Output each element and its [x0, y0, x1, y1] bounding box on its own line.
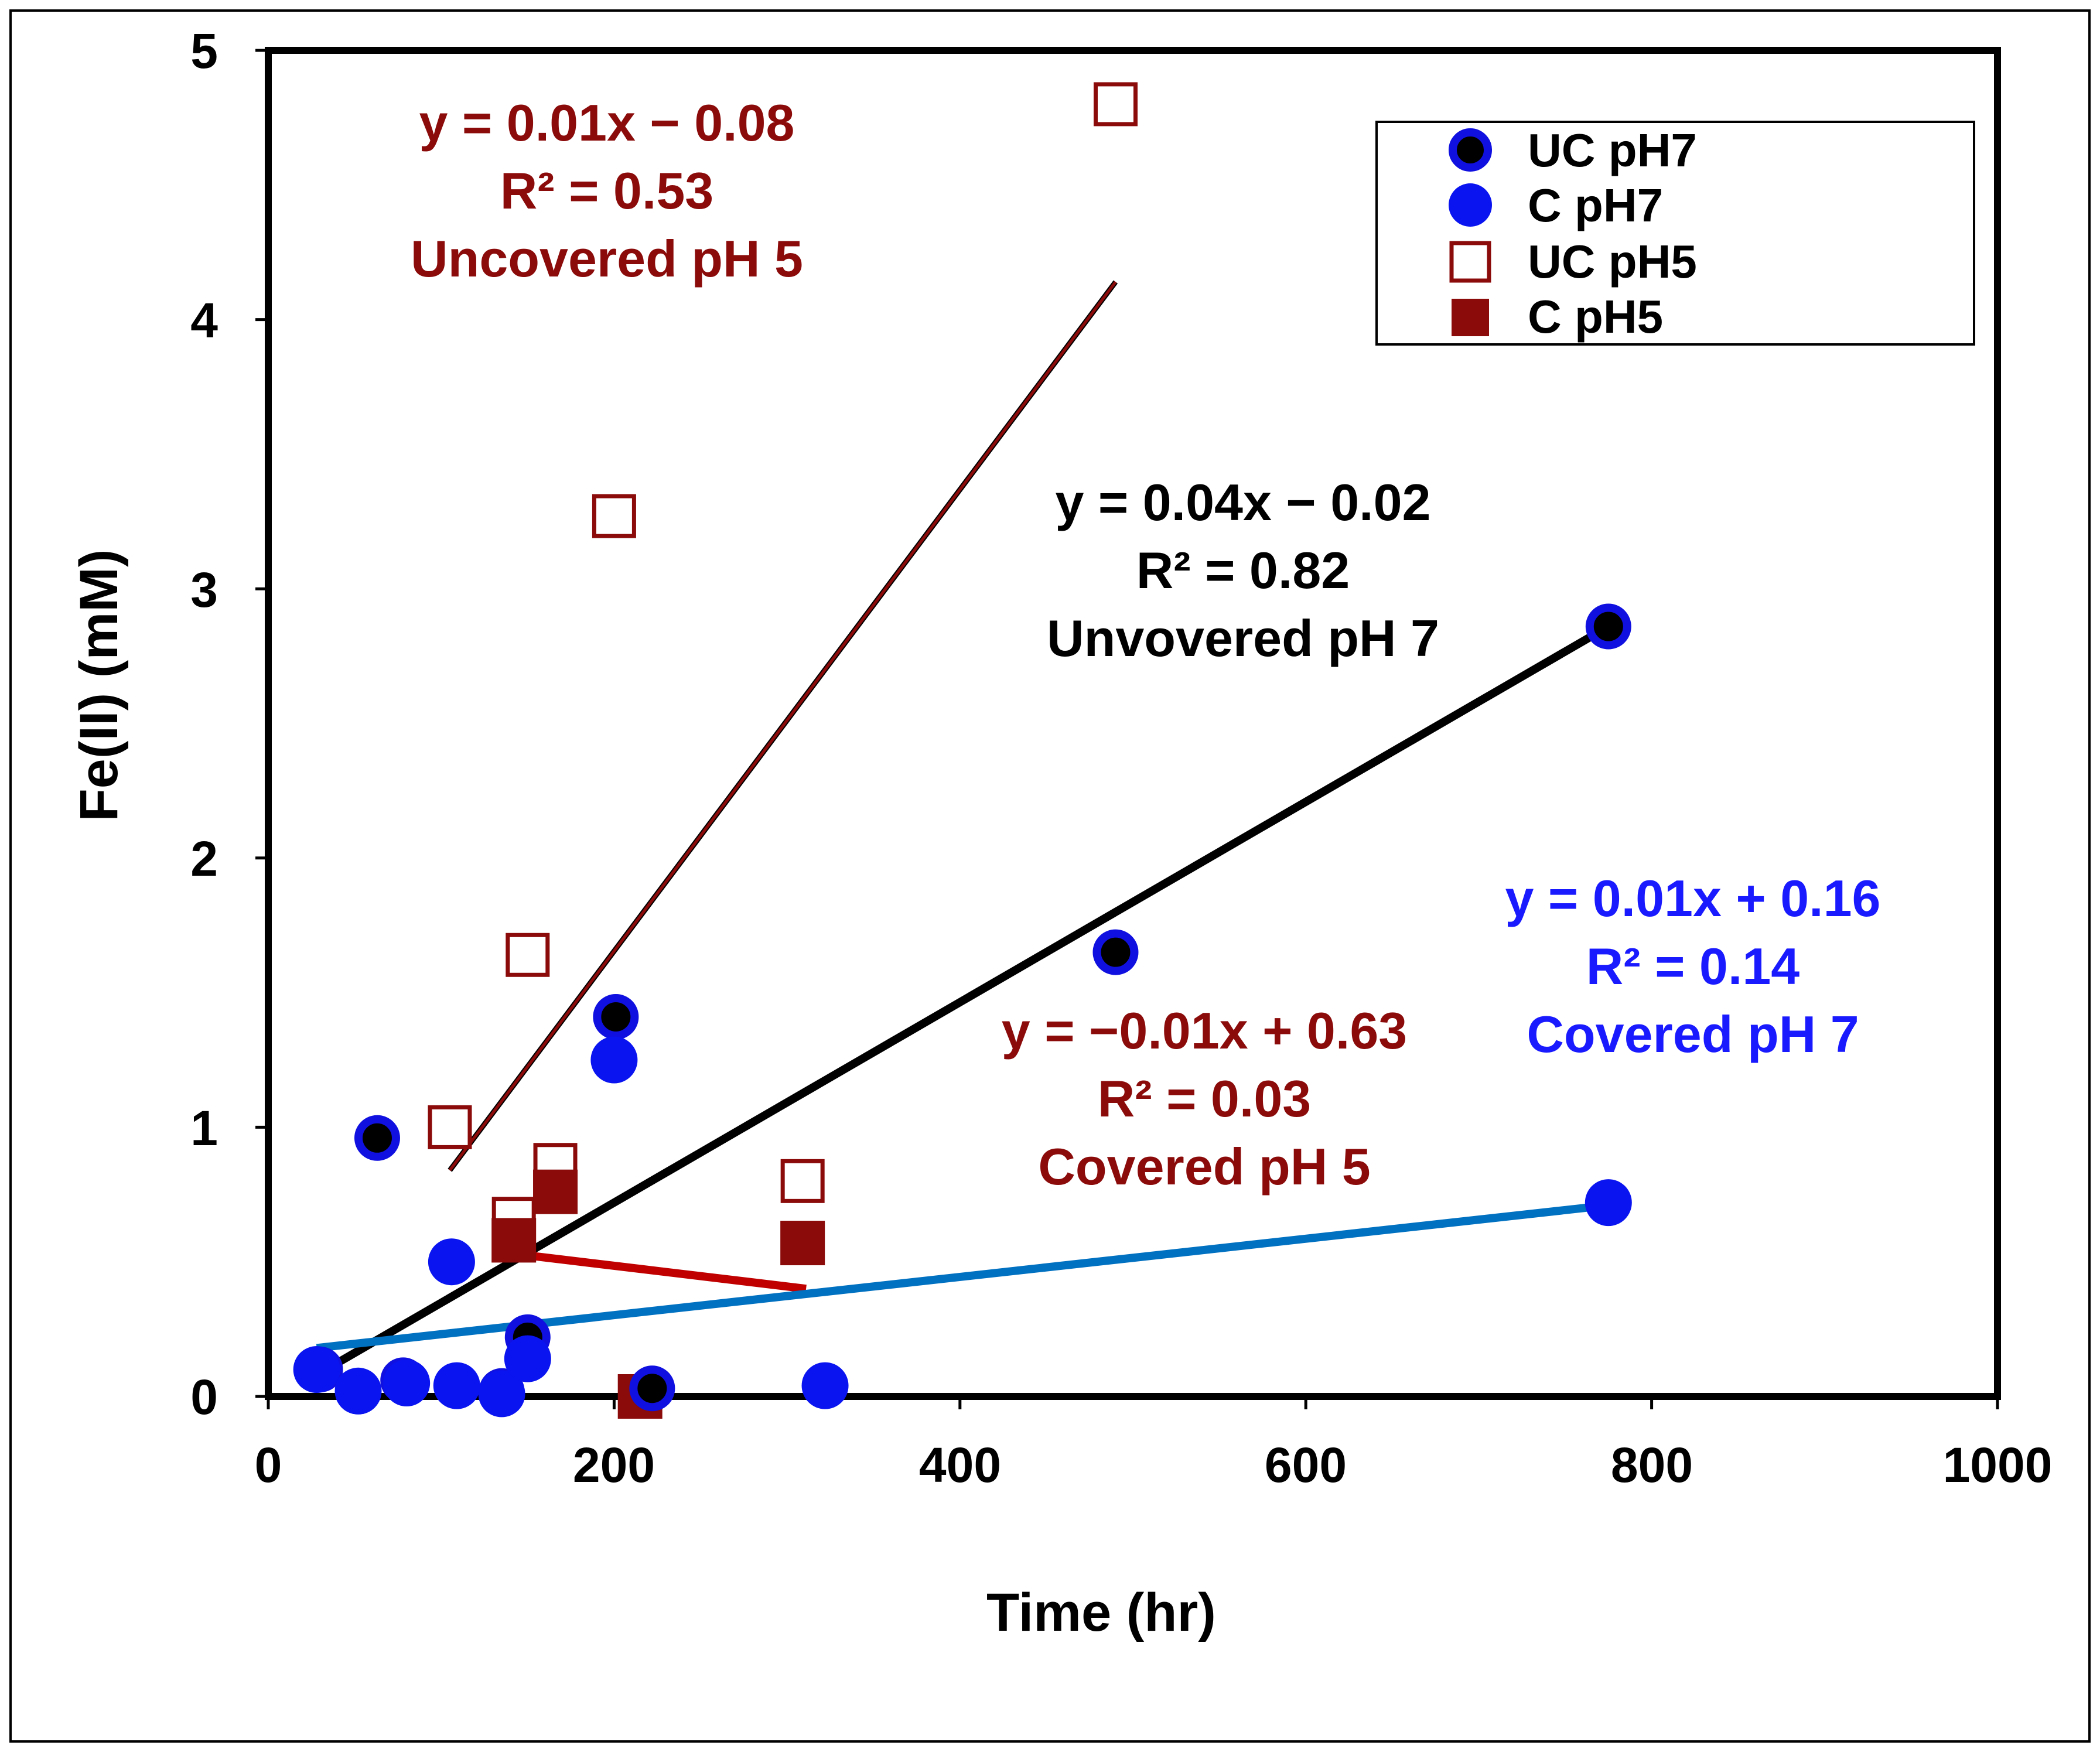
- annotation-uncovered-ph5: y = 0.01x − 0.08 R² = 0.53 Uncovered pH …: [411, 94, 803, 288]
- annotation-covered-ph7: y = 0.01x + 0.16 R² = 0.14 Covered pH 7: [1505, 869, 1880, 1063]
- point-c-ph7: [433, 1362, 480, 1409]
- trendline-c-ph5: [513, 1249, 807, 1293]
- x-tick-label: 0: [255, 1437, 282, 1493]
- point-c-ph7: [478, 1370, 525, 1418]
- axis-ticks: [255, 49, 1999, 1409]
- point-c-ph7: [504, 1335, 551, 1382]
- point-uc-ph7: [1092, 929, 1139, 975]
- y-tick-label: 0: [190, 1370, 218, 1425]
- legend-marker-c-ph7: [1449, 183, 1492, 227]
- y-tick-label: 3: [190, 562, 218, 617]
- point-c-ph7: [590, 1036, 638, 1084]
- annotation-uncovered-ph7: y = 0.04x − 0.02 R² = 0.82 Unvovered pH …: [1047, 473, 1439, 667]
- legend-marker-c-ph5: [1452, 299, 1489, 336]
- legend-label-c-ph5: C pH5: [1528, 291, 1663, 343]
- x-tick-label: 1000: [1943, 1437, 2053, 1493]
- r-squared-label: R² = 0.03: [1098, 1070, 1311, 1128]
- point-c-ph7: [1585, 1179, 1632, 1227]
- series-caption: Unvovered pH 7: [1047, 609, 1439, 667]
- point-c-ph5: [780, 1221, 825, 1266]
- equation-label: y = 0.04x − 0.02: [1055, 473, 1430, 531]
- y-tick-label: 2: [190, 831, 218, 886]
- legend-label-uc-ph5: UC pH5: [1528, 235, 1697, 288]
- legend-marker-uc-ph7: [1449, 128, 1492, 172]
- x-tick-label: 400: [919, 1437, 1001, 1493]
- legend: UC pH7 C pH7 UC pH5 C pH5: [1375, 121, 1975, 346]
- y-tick-label: 4: [190, 293, 218, 348]
- equation-label: y = 0.01x + 0.16: [1505, 869, 1880, 927]
- equation-label: y = −0.01x + 0.63: [1002, 1002, 1407, 1060]
- point-c-ph5: [533, 1169, 578, 1214]
- equation-label: y = 0.01x − 0.08: [419, 94, 794, 152]
- y-tick-labels: 0 1 2 3 4 5: [190, 23, 218, 1425]
- y-tick-label: 5: [190, 23, 218, 78]
- y-axis-title: Fe(II) (mM): [69, 549, 129, 821]
- point-uc-ph5: [428, 1105, 472, 1149]
- x-tick-labels: 0 200 400 600 800 1000: [255, 1437, 2053, 1493]
- point-c-ph5: [491, 1218, 537, 1263]
- point-uc-ph7: [629, 1365, 675, 1412]
- point-uc-ph5: [780, 1159, 825, 1203]
- point-c-ph7: [293, 1346, 340, 1394]
- point-c-ph7: [383, 1360, 431, 1407]
- legend-label-uc-ph7: UC pH7: [1528, 124, 1697, 176]
- trendline-uc-ph5: [448, 281, 1117, 1172]
- point-c-ph7: [428, 1238, 475, 1286]
- x-axis-title: Time (hr): [986, 1583, 1216, 1642]
- series-caption: Covered pH 5: [1038, 1138, 1370, 1196]
- r-squared-label: R² = 0.82: [1136, 541, 1350, 599]
- point-uc-ph7: [354, 1115, 400, 1161]
- legend-label-c-ph7: C pH7: [1528, 179, 1663, 231]
- x-tick-label: 200: [573, 1437, 655, 1493]
- series-caption: Uncovered pH 5: [411, 230, 803, 288]
- x-tick-label: 600: [1265, 1437, 1347, 1493]
- point-uc-ph5: [506, 933, 550, 977]
- point-uc-ph5: [1093, 82, 1138, 127]
- point-uc-ph7: [593, 993, 639, 1040]
- r-squared-label: R² = 0.14: [1586, 937, 1799, 995]
- r-squared-label: R² = 0.53: [500, 162, 713, 220]
- point-uc-ph5: [592, 494, 636, 538]
- legend-marker-uc-ph5: [1449, 241, 1491, 283]
- y-tick-label: 1: [190, 1101, 218, 1156]
- x-tick-label: 800: [1611, 1437, 1693, 1493]
- point-uc-ph7: [1585, 603, 1631, 650]
- point-c-ph7: [334, 1367, 382, 1415]
- annotation-covered-ph5: y = −0.01x + 0.63 R² = 0.03 Covered pH 5: [1002, 1002, 1407, 1196]
- point-c-ph7: [801, 1362, 849, 1409]
- series-caption: Covered pH 7: [1527, 1005, 1859, 1063]
- data-points: [293, 82, 1632, 1419]
